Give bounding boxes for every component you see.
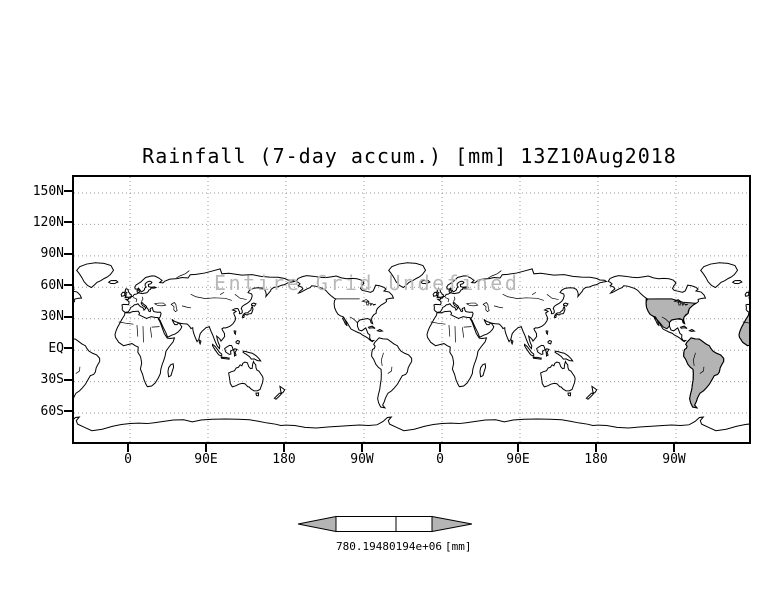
x-axis-label: 0 xyxy=(124,452,132,467)
x-tick xyxy=(673,444,675,452)
y-tick xyxy=(64,190,72,192)
x-tick xyxy=(361,444,363,452)
y-axis-label: 90N xyxy=(40,246,64,261)
shaded-regions xyxy=(645,298,749,409)
y-axis-label: 60S xyxy=(40,404,64,419)
colorbar-cell xyxy=(395,516,433,532)
y-tick xyxy=(64,316,72,318)
x-axis-label: 90E xyxy=(506,452,530,467)
colorbar xyxy=(298,515,472,533)
x-axis-label: 0 xyxy=(436,452,444,467)
y-tick xyxy=(64,284,72,286)
world-copy-3 xyxy=(597,262,749,432)
x-axis-label: 90E xyxy=(194,452,218,467)
world-map xyxy=(74,177,749,442)
y-tick xyxy=(64,379,72,381)
colorbar-right-arrow xyxy=(431,515,472,533)
y-tick xyxy=(64,347,72,349)
colorbar-units-label: [mm] xyxy=(444,540,472,553)
x-tick xyxy=(595,444,597,452)
y-tick xyxy=(64,410,72,412)
y-axis-label: 120N xyxy=(32,215,64,230)
x-tick xyxy=(127,444,129,452)
y-tick xyxy=(64,221,72,223)
x-tick xyxy=(517,444,519,452)
y-axis-label: 60N xyxy=(40,278,64,293)
colorbar-left-arrow xyxy=(298,515,337,533)
x-tick xyxy=(439,444,441,452)
colorbar-tick-label: 780.19480194e+06 xyxy=(336,540,442,553)
y-tick xyxy=(64,253,72,255)
x-tick xyxy=(205,444,207,452)
x-axis-label: 180 xyxy=(584,452,608,467)
y-axis-label: EQ xyxy=(48,341,64,356)
x-tick xyxy=(283,444,285,452)
undefined-grid-watermark: Entire Grid Undefined xyxy=(214,271,520,295)
x-axis-label: 90W xyxy=(350,452,374,467)
x-axis-label: 90W xyxy=(662,452,686,467)
colorbar-labels: 780.19480194e+06 [mm] xyxy=(336,540,471,553)
colorbar-cell xyxy=(335,516,397,532)
x-axis-label: 180 xyxy=(272,452,296,467)
plot-title: Rainfall (7-day accum.) [mm] 13Z10Aug201… xyxy=(142,144,677,168)
plot-area: Entire Grid Undefined xyxy=(72,175,751,444)
y-axis-label: 150N xyxy=(32,184,64,199)
y-axis-label: 30S xyxy=(40,372,64,387)
y-axis-label: 30N xyxy=(40,309,64,324)
